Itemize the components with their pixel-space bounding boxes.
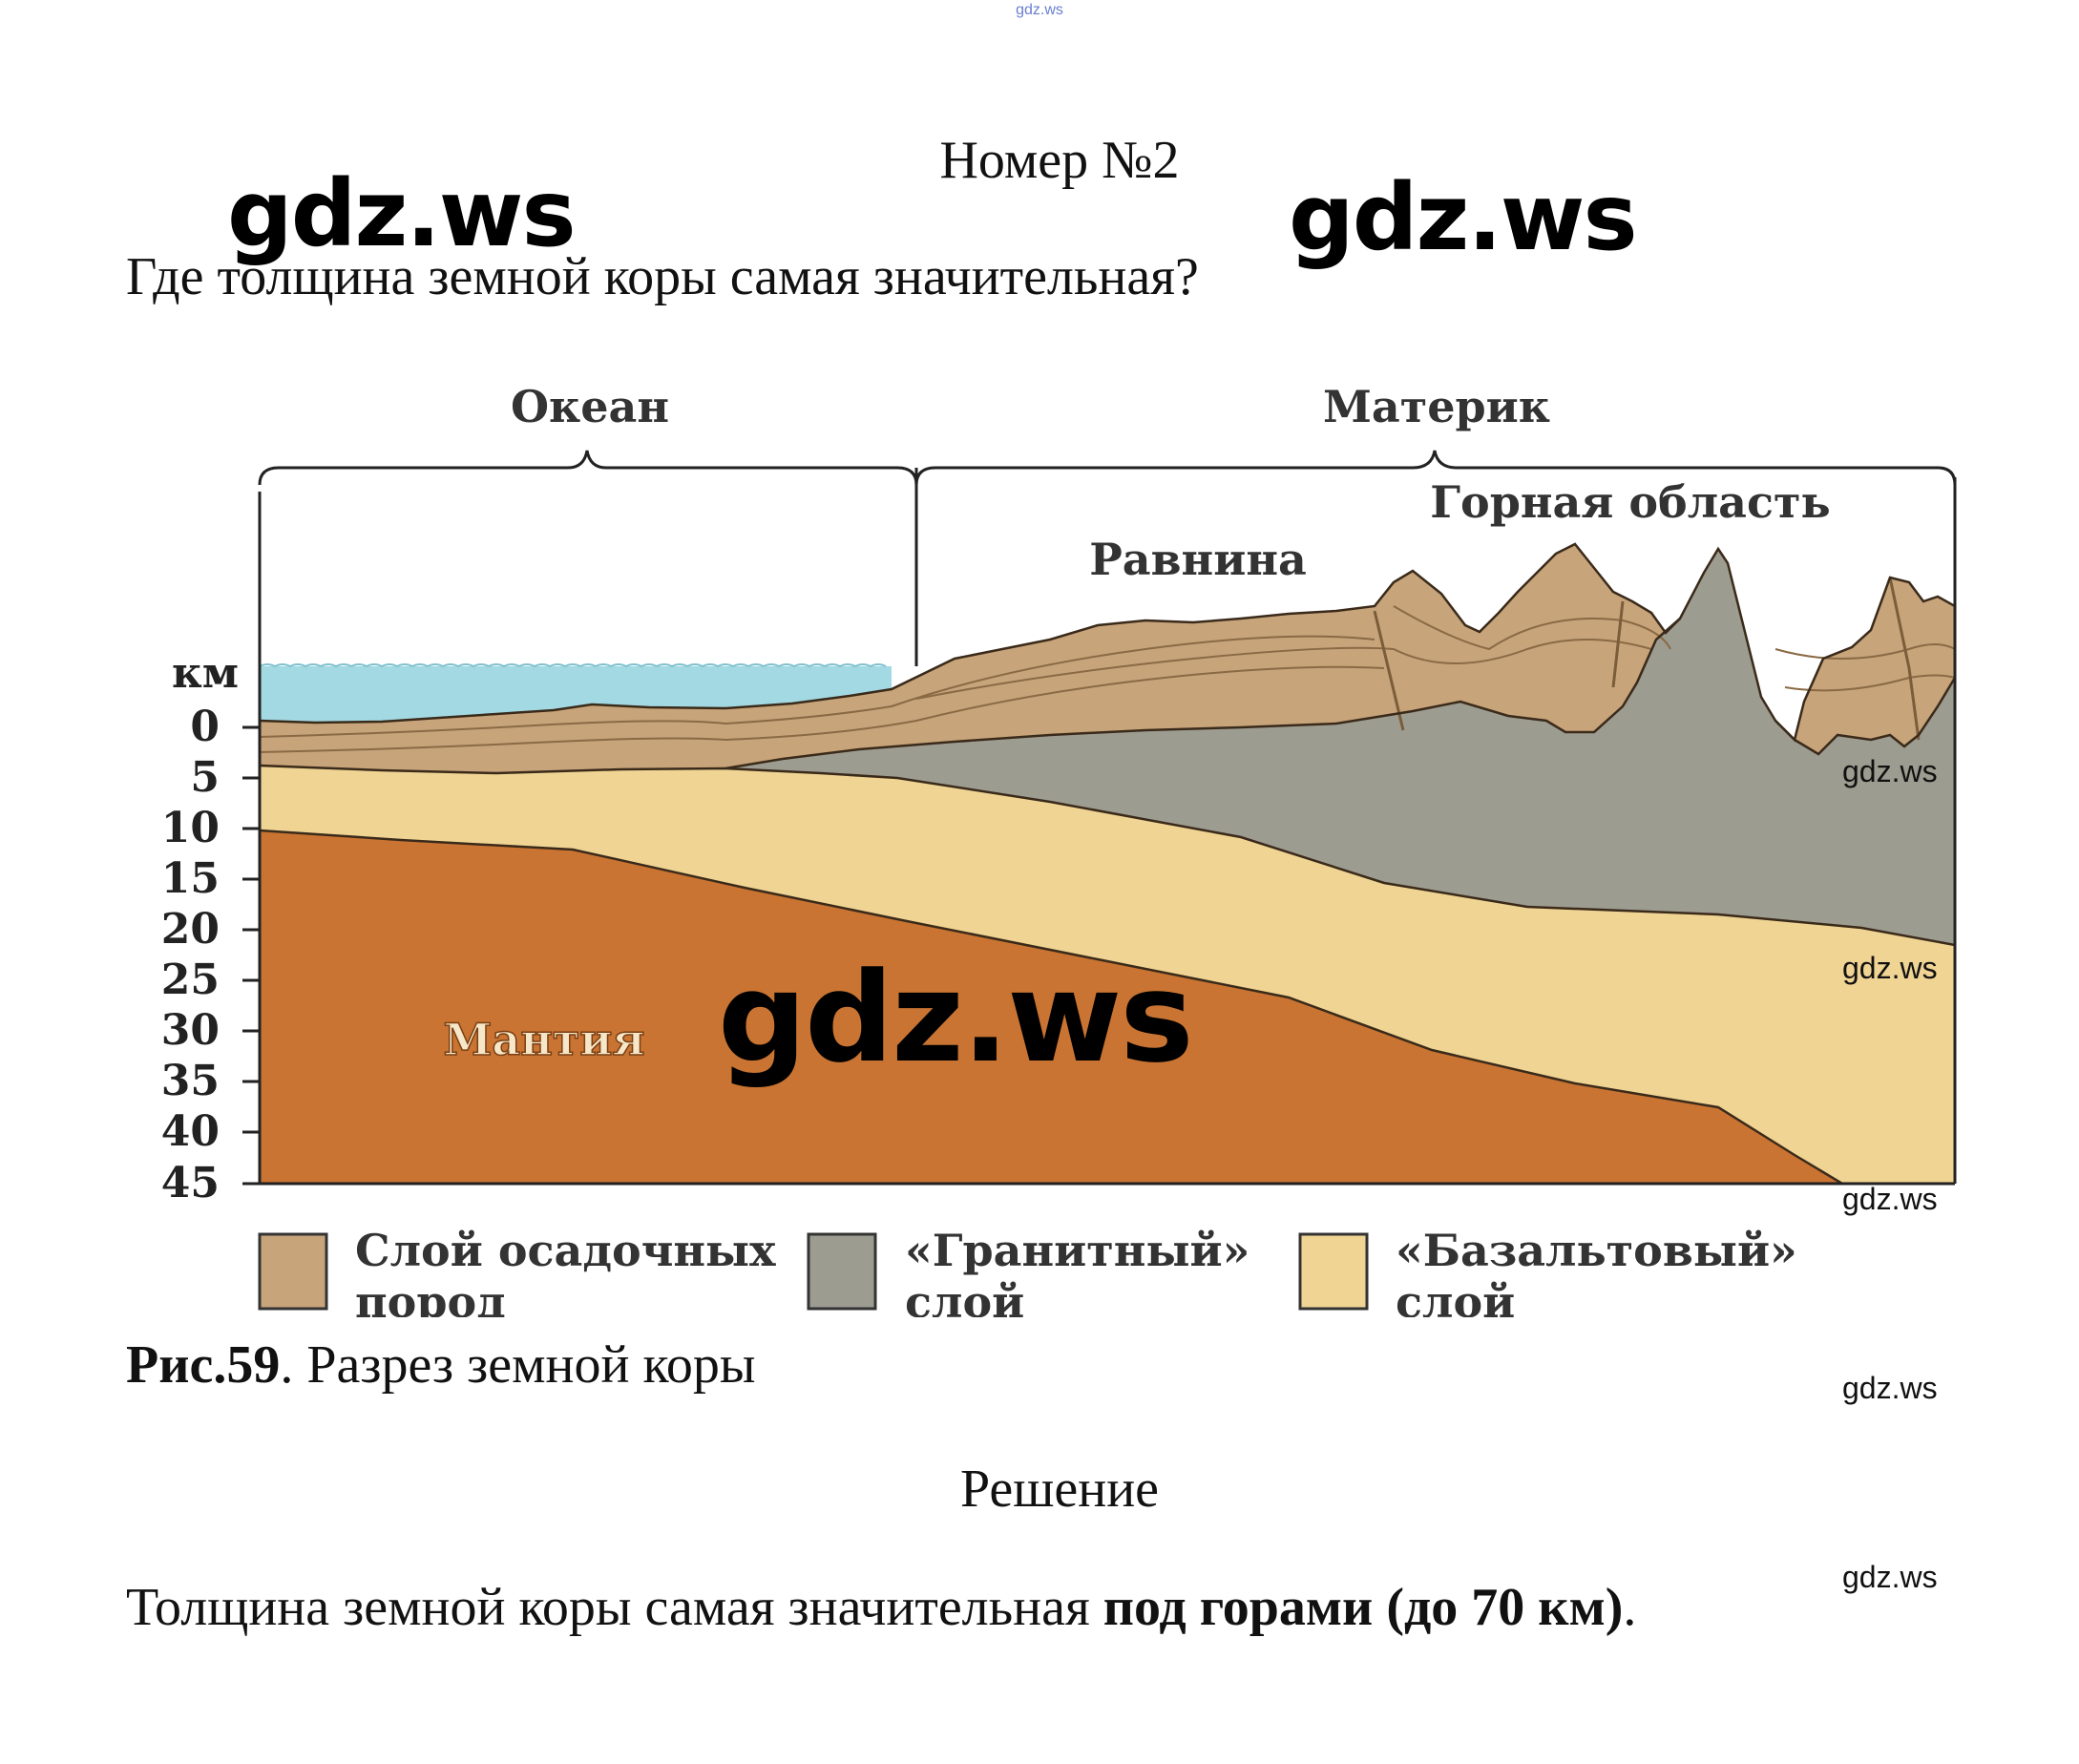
watermark: gdz.ws bbox=[1842, 1182, 1938, 1216]
watermark: gdz.ws bbox=[1842, 754, 1938, 788]
answer-text: Толщина земной коры самая значительная п… bbox=[126, 1577, 1636, 1638]
fault-lines bbox=[1373, 577, 1921, 741]
legend-swatch-basalt bbox=[1298, 1232, 1369, 1311]
figure-caption: Рис.59. Разрез земной коры bbox=[126, 1334, 755, 1396]
mainland-label: Материк bbox=[1323, 381, 1550, 432]
solution-heading: Решение bbox=[959, 1460, 1160, 1519]
depth-tick-label: 5 bbox=[190, 753, 220, 802]
crust-cross-section-figure: км 0 5 10 15 20 25 30 35 40 45 Океан Мат… bbox=[161, 381, 1957, 1317]
strata-lines bbox=[260, 605, 1955, 753]
answer-prefix: Толщина земной коры самая значительная bbox=[126, 1578, 1103, 1637]
depth-tick-label: 30 bbox=[161, 1006, 220, 1055]
mountains-label: Горная область bbox=[1430, 476, 1830, 528]
depth-tick-label: 20 bbox=[161, 905, 220, 954]
depth-tick-label: 10 bbox=[161, 804, 220, 852]
watermark: gdz.ws bbox=[1289, 164, 1638, 271]
depth-tick-label: 35 bbox=[161, 1057, 220, 1105]
legend-label: Слой осадочных bbox=[355, 1225, 776, 1276]
depth-tick-label: 15 bbox=[161, 854, 220, 903]
depth-tick-label: 25 bbox=[161, 956, 220, 1004]
legend-label: слой bbox=[905, 1276, 1024, 1317]
depth-tick-label: 40 bbox=[161, 1107, 220, 1156]
legend-label: слой bbox=[1396, 1276, 1515, 1317]
water-surface bbox=[260, 663, 887, 668]
depth-tick-label: 0 bbox=[190, 703, 220, 751]
legend-swatch-granite bbox=[807, 1232, 877, 1311]
layer-boundaries bbox=[260, 542, 1955, 1184]
section-braces bbox=[258, 450, 1957, 486]
watermark: gdz.ws bbox=[1842, 1371, 1938, 1405]
legend-label: «Гранитный» bbox=[905, 1225, 1250, 1276]
answer-suffix: . bbox=[1623, 1578, 1637, 1637]
question-text: Где толщина земной коры самая значительн… bbox=[126, 247, 1199, 306]
top-watermark: gdz.ws bbox=[1016, 2, 1063, 18]
ocean-label: Океан bbox=[511, 381, 669, 432]
legend-swatch-sediment bbox=[258, 1232, 328, 1311]
watermark: gdz.ws bbox=[1842, 1560, 1938, 1594]
mantle-label: Мантия bbox=[444, 1014, 645, 1065]
depth-axis-unit: км bbox=[172, 649, 239, 698]
plain-label: Равнина bbox=[1089, 534, 1307, 585]
sediment-layer bbox=[260, 544, 1955, 773]
mantle-layer bbox=[260, 830, 1842, 1184]
legend-label: пород bbox=[355, 1276, 506, 1317]
page-title: Номер №2 bbox=[939, 131, 1180, 190]
watermark: gdz.ws bbox=[1842, 951, 1938, 985]
figure-caption-text: . Разрез земной коры bbox=[280, 1335, 756, 1395]
legend-label: «Базальтовый» bbox=[1396, 1225, 1797, 1276]
basalt-layer bbox=[260, 766, 1955, 1184]
answer-bold: под горами (до 70 км) bbox=[1102, 1578, 1624, 1637]
figure-frame bbox=[258, 468, 1957, 1186]
watermark: gdz.ws bbox=[718, 945, 1194, 1090]
depth-tick-label: 45 bbox=[161, 1159, 220, 1208]
granite-layer bbox=[725, 549, 1955, 945]
depth-axis-ticks bbox=[242, 725, 260, 1186]
watermark: gdz.ws bbox=[227, 160, 577, 267]
figure-caption-label: Рис.59 bbox=[126, 1335, 281, 1395]
